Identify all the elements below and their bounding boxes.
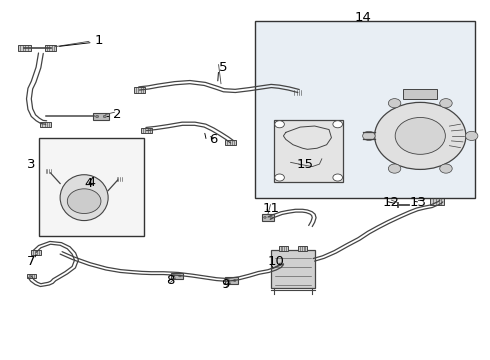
Bar [225, 140, 236, 145]
Bar [298, 246, 307, 251]
Bar [115, 177, 123, 181]
Bar [40, 122, 51, 127]
Bar [262, 214, 274, 221]
Text: 11: 11 [263, 202, 280, 215]
Circle shape [179, 275, 181, 277]
Circle shape [270, 216, 272, 218]
Circle shape [172, 275, 175, 277]
Circle shape [264, 216, 266, 218]
Text: 7: 7 [27, 255, 36, 267]
Bar [225, 277, 238, 284]
Circle shape [395, 117, 445, 154]
Text: 8: 8 [167, 274, 175, 287]
Circle shape [389, 164, 401, 173]
Bar [403, 89, 437, 99]
Bar [141, 127, 152, 133]
Bar [279, 246, 288, 251]
Bar [26, 274, 36, 278]
Circle shape [440, 164, 452, 173]
Bar [292, 90, 304, 95]
Bar [93, 113, 109, 121]
Text: 4: 4 [87, 176, 95, 189]
Circle shape [389, 99, 401, 108]
Bar [44, 169, 52, 173]
Text: 5: 5 [219, 60, 228, 73]
Circle shape [466, 131, 478, 140]
Text: 3: 3 [27, 158, 36, 171]
Bar [271, 249, 315, 288]
Bar [274, 120, 343, 182]
Circle shape [275, 121, 284, 128]
Circle shape [363, 131, 375, 140]
Bar [171, 273, 183, 279]
Circle shape [440, 99, 452, 108]
Text: 1: 1 [94, 34, 103, 47]
Circle shape [103, 115, 106, 118]
Bar [31, 250, 41, 255]
Text: 15: 15 [296, 158, 314, 171]
Circle shape [333, 121, 343, 128]
Bar [255, 21, 475, 198]
Text: 10: 10 [268, 255, 285, 267]
Text: 9: 9 [221, 278, 230, 291]
Text: 6: 6 [210, 133, 218, 146]
Circle shape [67, 189, 101, 213]
Text: 14: 14 [354, 11, 371, 24]
Bar [430, 198, 444, 206]
Circle shape [227, 280, 230, 282]
Text: 4: 4 [85, 177, 93, 190]
Text: 2: 2 [114, 108, 122, 121]
Bar [134, 87, 145, 93]
Circle shape [275, 174, 284, 181]
Bar [18, 45, 30, 51]
Bar [45, 45, 56, 50]
Text: 12: 12 [383, 197, 400, 210]
Ellipse shape [60, 175, 108, 221]
Text: 13: 13 [409, 197, 426, 210]
Circle shape [333, 174, 343, 181]
Circle shape [375, 102, 466, 170]
Circle shape [233, 280, 236, 282]
Bar [39, 138, 144, 237]
Circle shape [96, 115, 98, 118]
